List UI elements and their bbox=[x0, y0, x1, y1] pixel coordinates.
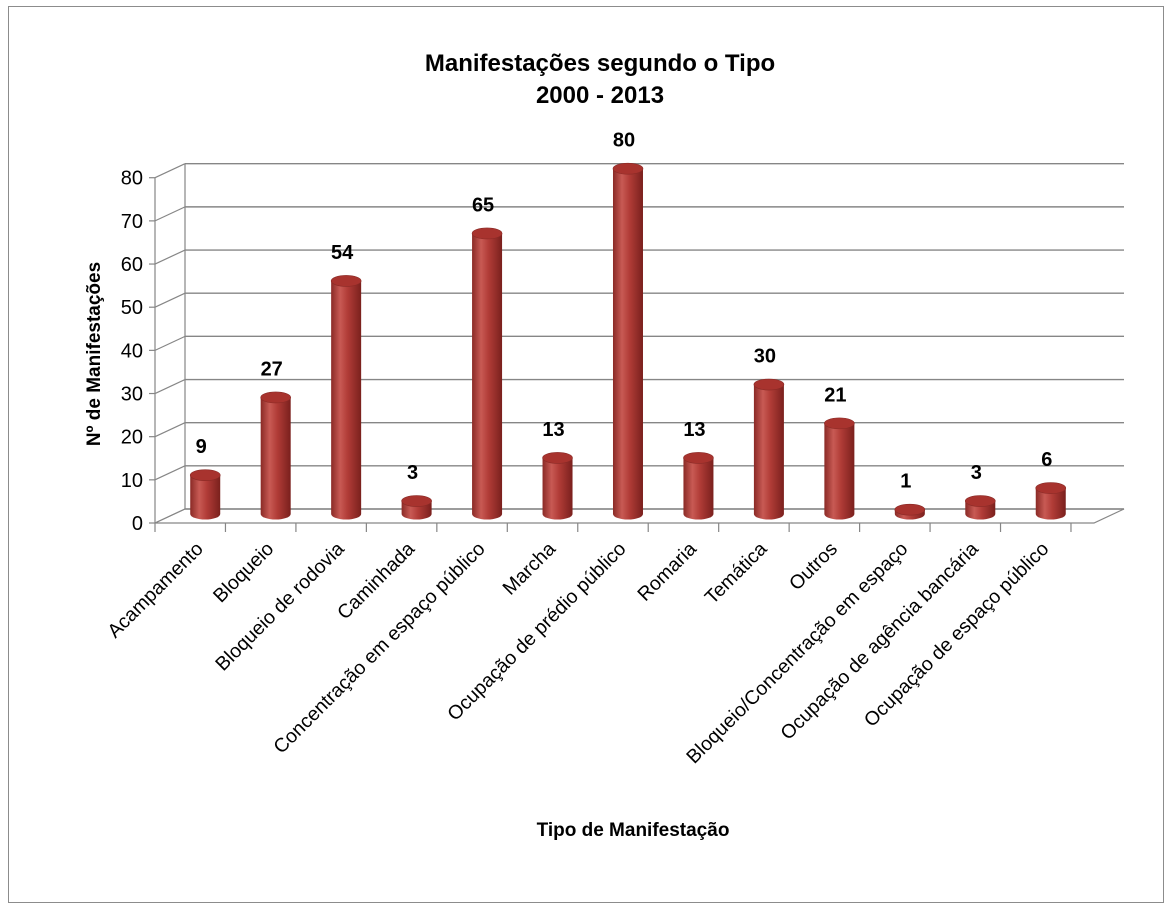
x-tick-label: Temática bbox=[701, 538, 772, 609]
data-label: 9 bbox=[196, 436, 207, 458]
bar bbox=[894, 503, 926, 520]
x-tick-label: Bloqueio bbox=[209, 538, 278, 607]
bar bbox=[542, 452, 573, 520]
chart-frame bbox=[8, 6, 1164, 903]
bar bbox=[260, 391, 291, 520]
bar-top bbox=[401, 495, 432, 507]
bar bbox=[189, 469, 221, 520]
data-label: 13 bbox=[542, 419, 564, 441]
chart-subtitle: 2000 - 2013 bbox=[536, 82, 664, 109]
y-tick-label: 30 bbox=[121, 384, 143, 406]
y-tick-label: 80 bbox=[121, 168, 143, 190]
y-tick-label: 0 bbox=[132, 513, 143, 535]
data-label: 80 bbox=[613, 130, 635, 152]
gridline-side bbox=[154, 249, 186, 265]
bar-top bbox=[189, 469, 221, 481]
bar-top bbox=[542, 452, 573, 464]
bar-top bbox=[824, 417, 855, 430]
bar bbox=[612, 162, 644, 520]
bar bbox=[753, 378, 785, 520]
data-label: 30 bbox=[754, 346, 776, 368]
bar-top bbox=[753, 378, 785, 391]
bar-top bbox=[612, 162, 644, 175]
data-label: 65 bbox=[472, 194, 494, 216]
bar-body bbox=[824, 423, 855, 520]
axes: 0 10 20 30 40 50 60 70 80 bbox=[121, 163, 1072, 535]
bar-body bbox=[612, 168, 643, 520]
bar-top bbox=[894, 503, 926, 516]
bar-body bbox=[753, 384, 784, 520]
data-label: 6 bbox=[1041, 449, 1052, 471]
bar-top bbox=[471, 227, 503, 240]
bar-body bbox=[190, 475, 221, 520]
x-tick-label: Marcha bbox=[499, 538, 561, 600]
y-tick-label: 70 bbox=[121, 211, 143, 233]
chart-title: Manifestações segundo o Tipo bbox=[425, 50, 775, 77]
bar-body bbox=[472, 233, 503, 520]
y-tick-label: 40 bbox=[121, 340, 143, 362]
x-axis-label: Tipo de Manifestação bbox=[537, 820, 730, 841]
y-tick-label: 20 bbox=[121, 427, 143, 449]
gridline-side bbox=[154, 292, 186, 308]
data-label: 3 bbox=[407, 462, 418, 484]
x-tick-label: Bloqueio de rodovia bbox=[211, 538, 349, 676]
gridline-side bbox=[154, 335, 186, 351]
gridline-side bbox=[154, 378, 186, 395]
data-label: 27 bbox=[261, 358, 283, 380]
gridline-side bbox=[154, 206, 186, 222]
x-tick-label: Outros bbox=[785, 538, 842, 595]
data-label: 21 bbox=[824, 384, 846, 406]
bar bbox=[330, 275, 362, 520]
y-tick-label: 50 bbox=[121, 297, 143, 319]
x-tick-label: Romaria bbox=[633, 538, 701, 606]
bar-body bbox=[542, 457, 573, 520]
y-axis-label: Nº de Manifestações bbox=[84, 262, 105, 446]
bar-top bbox=[330, 275, 362, 287]
bar-top bbox=[260, 391, 291, 404]
bar-top bbox=[1035, 482, 1067, 494]
gridline-side bbox=[154, 163, 186, 179]
bars bbox=[189, 162, 1067, 520]
bar-body bbox=[683, 457, 714, 520]
bar-body bbox=[1035, 488, 1066, 520]
gridline-side bbox=[154, 465, 186, 481]
bar bbox=[1035, 482, 1067, 520]
bar-body bbox=[331, 280, 362, 520]
bar bbox=[683, 452, 714, 520]
data-label: 1 bbox=[900, 471, 911, 493]
bar bbox=[471, 227, 503, 520]
bar-top bbox=[683, 452, 714, 464]
y-tick-label: 10 bbox=[121, 470, 143, 492]
bar bbox=[964, 495, 996, 520]
gridline-side bbox=[154, 422, 186, 438]
bar-body bbox=[260, 397, 291, 520]
y-tick-label: 60 bbox=[121, 254, 143, 276]
x-tick-label: Acampamento bbox=[103, 538, 208, 643]
data-label: 3 bbox=[971, 462, 982, 484]
bar-top bbox=[964, 495, 996, 507]
bar bbox=[824, 417, 855, 520]
gridline-side bbox=[154, 508, 186, 524]
data-label: 13 bbox=[683, 419, 705, 441]
data-label: 54 bbox=[331, 242, 354, 264]
bar bbox=[401, 495, 432, 520]
